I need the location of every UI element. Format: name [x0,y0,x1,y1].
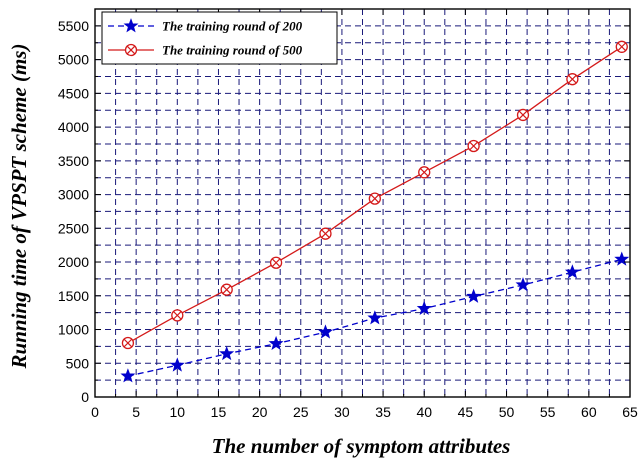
data-point [368,192,381,205]
x-tick-label: 5 [132,404,140,420]
data-point [564,264,580,279]
data-point [515,277,531,292]
data-point [614,251,630,266]
y-tick-label: 2000 [58,254,89,270]
data-point [169,357,185,372]
data-point [121,336,135,350]
x-tick-label: 50 [499,404,515,420]
x-tick-label: 55 [540,404,556,420]
y-tick-label: 500 [66,355,90,371]
x-axis-title: The number of symptom attributes [212,434,511,458]
x-tick-label: 45 [458,404,474,420]
x-tick-label: 25 [293,404,309,420]
data-point [269,256,283,269]
data-point [467,139,480,153]
x-tick-label: 40 [416,404,432,420]
grid [95,9,630,397]
data-point [418,166,431,179]
x-tick-label: 0 [91,404,99,420]
x-tick-label: 65 [622,404,638,420]
data-point [516,108,530,122]
data-point [171,309,184,322]
y-tick-label: 1500 [58,288,89,304]
data-point [466,288,482,303]
y-tick-label: 5000 [58,52,89,68]
data-point [615,40,628,53]
data-point [317,324,333,339]
legend-label: The training round of 500 [162,43,303,58]
data-point [219,345,235,361]
data-point [220,283,233,296]
x-tick-label: 20 [252,404,268,420]
y-tick-label: 5500 [58,18,89,34]
data-point [268,335,284,351]
data-point [416,300,432,315]
x-tick-label: 60 [581,404,597,420]
x-tick-label: 35 [375,404,391,420]
legend-marker [123,18,139,33]
series-2 [121,40,628,350]
legend-marker [124,43,138,57]
data-point [319,227,332,240]
y-tick-label: 4500 [58,85,89,101]
y-tick-label: 1000 [58,322,89,338]
x-tick-label: 30 [334,404,350,420]
y-tick-label: 3000 [58,187,89,203]
x-tick-label: 10 [170,404,186,420]
legend-label: The training round of 200 [162,19,303,34]
y-tick-label: 0 [81,389,89,405]
y-tick-label: 2500 [58,220,89,236]
axes: 0 5 10 15 20 25 30 35 40 45 50 55 60 65 0 500 1000 1500 20… [58,8,638,420]
x-tick-label: 15 [211,404,227,420]
series-layer [120,40,630,383]
legend-box [101,11,338,65]
y-axis-title: Running time of VPSPT scheme (ms) [7,44,31,370]
legend: The training round of 200 The training ro… [101,11,338,65]
series-1 [120,251,630,383]
data-point [120,368,136,383]
y-tick-label: 4000 [58,119,89,135]
y-tick-label: 3500 [58,153,89,169]
data-point [566,73,579,86]
data-point [367,310,383,325]
